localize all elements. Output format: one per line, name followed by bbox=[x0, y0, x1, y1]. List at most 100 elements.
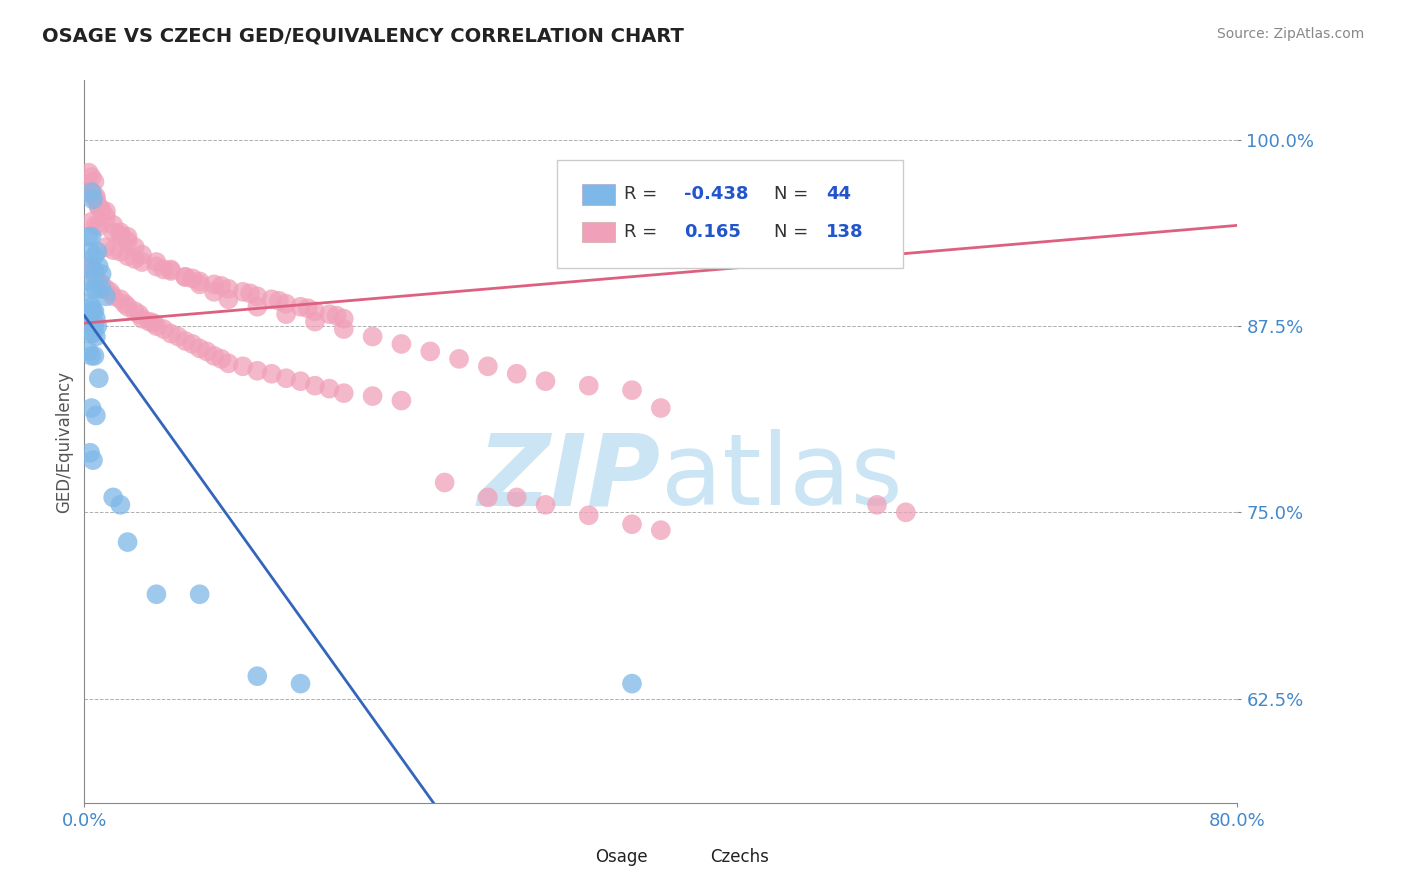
Point bbox=[218, 356, 240, 370]
Point bbox=[160, 264, 183, 278]
Point bbox=[145, 587, 167, 601]
Point bbox=[87, 274, 110, 288]
Point bbox=[114, 297, 136, 311]
Point bbox=[167, 329, 190, 343]
Point bbox=[650, 401, 672, 415]
Point bbox=[361, 329, 384, 343]
Point bbox=[110, 293, 132, 307]
Point bbox=[77, 180, 100, 194]
Point bbox=[82, 304, 104, 318]
Point bbox=[83, 249, 105, 263]
Point bbox=[83, 319, 105, 334]
Point bbox=[333, 386, 356, 401]
Y-axis label: GED/Equivalency: GED/Equivalency bbox=[55, 370, 73, 513]
Point bbox=[297, 301, 319, 316]
Point bbox=[124, 240, 146, 254]
Point bbox=[477, 491, 499, 505]
Point bbox=[83, 264, 105, 278]
Point bbox=[290, 374, 312, 388]
Point bbox=[77, 315, 100, 329]
Point bbox=[246, 300, 269, 314]
Point bbox=[260, 367, 283, 381]
Point bbox=[86, 319, 108, 334]
Point bbox=[152, 262, 174, 277]
Point bbox=[84, 329, 107, 343]
Point bbox=[87, 200, 110, 214]
Point bbox=[131, 311, 153, 326]
Point bbox=[79, 326, 101, 341]
Point bbox=[84, 311, 107, 326]
Point bbox=[361, 389, 384, 403]
Point bbox=[80, 170, 103, 185]
Text: atlas: atlas bbox=[661, 429, 903, 526]
Point bbox=[433, 475, 456, 490]
FancyBboxPatch shape bbox=[557, 160, 903, 268]
Point bbox=[290, 676, 312, 690]
Point bbox=[117, 229, 139, 244]
Point bbox=[650, 523, 672, 537]
Point bbox=[145, 255, 167, 269]
Point bbox=[77, 344, 100, 359]
FancyBboxPatch shape bbox=[678, 850, 703, 865]
Point bbox=[333, 322, 356, 336]
Point bbox=[124, 252, 146, 266]
Point bbox=[103, 243, 124, 257]
Text: Source: ZipAtlas.com: Source: ZipAtlas.com bbox=[1216, 27, 1364, 41]
Point bbox=[110, 228, 132, 243]
Point bbox=[103, 225, 124, 239]
Point bbox=[80, 215, 103, 229]
Point bbox=[621, 517, 644, 532]
Text: OSAGE VS CZECH GED/EQUIVALENCY CORRELATION CHART: OSAGE VS CZECH GED/EQUIVALENCY CORRELATI… bbox=[42, 27, 685, 45]
Point bbox=[103, 491, 124, 505]
Point bbox=[77, 297, 100, 311]
Point bbox=[894, 505, 917, 519]
Text: N =: N = bbox=[773, 186, 814, 203]
Point bbox=[160, 326, 183, 341]
Point bbox=[318, 307, 340, 321]
Point bbox=[110, 498, 132, 512]
Point bbox=[534, 498, 557, 512]
Point bbox=[188, 274, 211, 288]
Point bbox=[124, 304, 146, 318]
Point bbox=[131, 247, 153, 261]
Point bbox=[86, 244, 108, 259]
Point bbox=[174, 269, 197, 284]
Point bbox=[84, 189, 107, 203]
Point bbox=[239, 286, 262, 301]
Point bbox=[318, 382, 340, 396]
Point bbox=[79, 185, 101, 199]
Point bbox=[117, 535, 139, 549]
Point bbox=[83, 175, 105, 189]
Point bbox=[82, 453, 104, 467]
Point bbox=[246, 289, 269, 303]
Point bbox=[83, 304, 105, 318]
Point bbox=[181, 271, 204, 285]
Point bbox=[276, 371, 298, 385]
Point bbox=[174, 334, 197, 348]
Text: 138: 138 bbox=[825, 223, 863, 241]
Point bbox=[260, 293, 283, 307]
Point bbox=[304, 378, 326, 392]
Point bbox=[87, 219, 110, 234]
Point bbox=[117, 300, 139, 314]
Point bbox=[79, 446, 101, 460]
Point bbox=[391, 337, 413, 351]
Point bbox=[145, 319, 167, 334]
Point bbox=[103, 289, 124, 303]
Point bbox=[325, 309, 347, 323]
Point bbox=[232, 359, 254, 374]
FancyBboxPatch shape bbox=[582, 185, 614, 204]
Point bbox=[578, 378, 600, 392]
Text: R =: R = bbox=[624, 186, 662, 203]
FancyBboxPatch shape bbox=[562, 850, 588, 865]
Point bbox=[79, 274, 101, 288]
Point bbox=[477, 359, 499, 374]
Point bbox=[94, 240, 117, 254]
Point bbox=[290, 300, 312, 314]
Point bbox=[87, 200, 110, 214]
Point bbox=[103, 218, 124, 232]
Point bbox=[160, 262, 183, 277]
Point bbox=[276, 297, 298, 311]
Point bbox=[117, 249, 139, 263]
Point bbox=[98, 285, 121, 299]
